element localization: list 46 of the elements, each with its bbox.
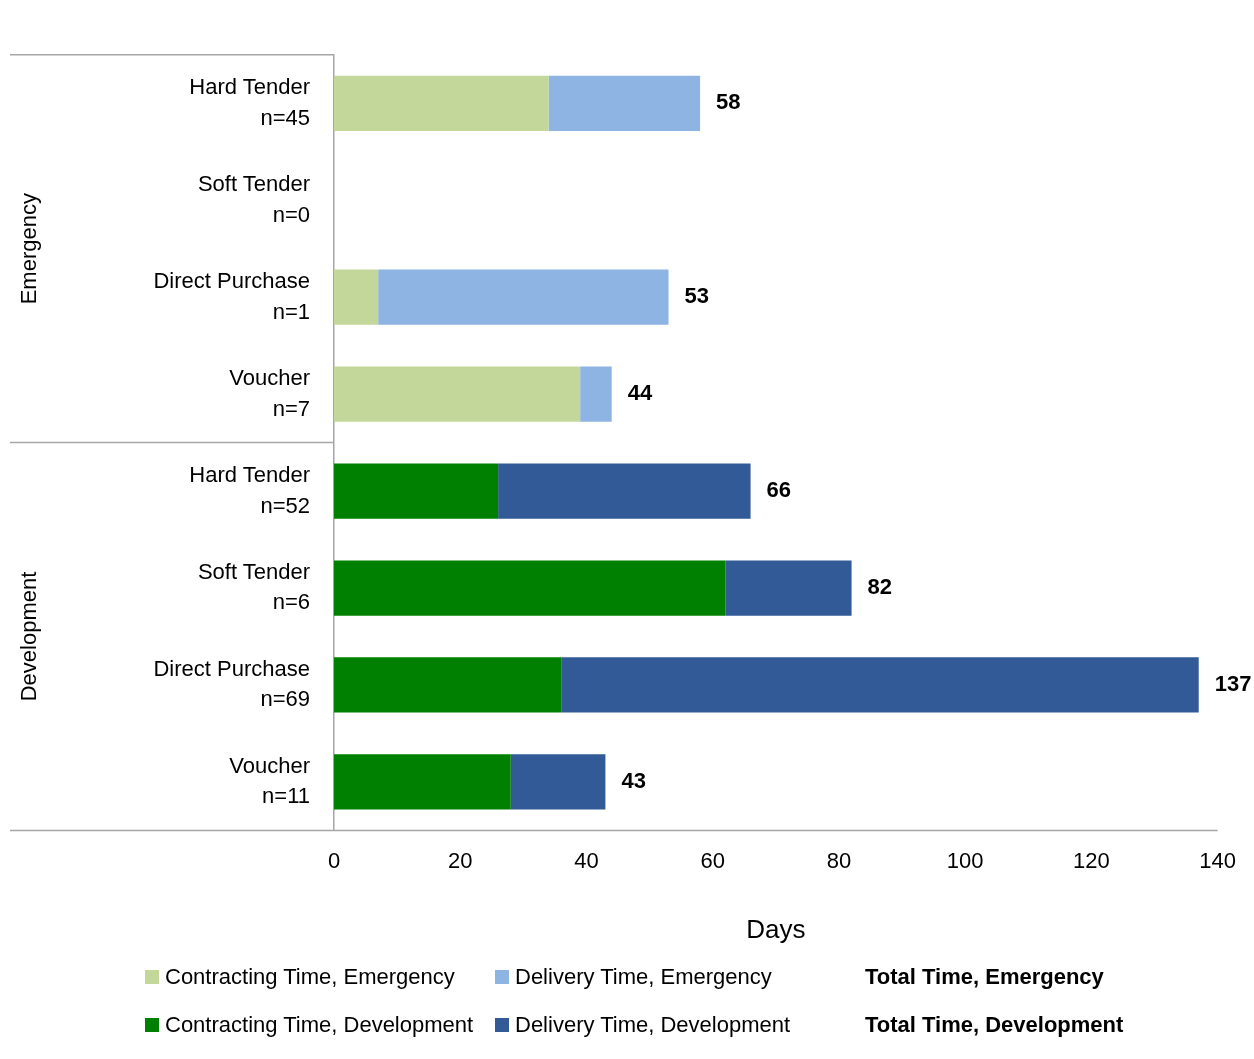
bar bbox=[334, 754, 511, 810]
bar bbox=[334, 657, 562, 713]
y-tick-label: Soft Tender n=0 bbox=[197, 170, 310, 227]
text: Total Time, Emergency bbox=[865, 964, 1105, 990]
total-label: 44 bbox=[627, 380, 653, 406]
y-tick-label: Soft Tender n=6 bbox=[197, 558, 310, 615]
x-tick-label: 100 bbox=[946, 847, 984, 873]
x-tick-label: 60 bbox=[700, 847, 725, 873]
text: Emergency bbox=[16, 193, 42, 305]
bar bbox=[580, 366, 612, 422]
legend-label: Contracting Time, Emergency bbox=[165, 964, 455, 990]
bar bbox=[378, 269, 669, 325]
total-label: 58 bbox=[716, 89, 741, 115]
x-tick-label: 20 bbox=[447, 847, 473, 873]
total-label: 53 bbox=[684, 283, 710, 309]
x-axis-title: Days bbox=[746, 913, 806, 944]
bar bbox=[334, 366, 581, 422]
bar bbox=[334, 463, 499, 519]
x-tick-label: 80 bbox=[826, 847, 852, 873]
legend-label: Delivery Time, Emergency bbox=[515, 964, 772, 990]
bar bbox=[334, 560, 726, 616]
bar bbox=[561, 657, 1199, 713]
x-tick-label: 0 bbox=[327, 847, 341, 873]
y-tick-label: Voucher n=7 bbox=[229, 364, 310, 421]
y-tick-label: Direct Purchase n=1 bbox=[153, 267, 310, 324]
bar bbox=[725, 560, 852, 616]
x-tick-label: 40 bbox=[574, 847, 599, 873]
y-tick-label: Voucher n=11 bbox=[229, 752, 310, 809]
x-tick-label: 120 bbox=[1073, 847, 1110, 873]
y-tick-label: Direct Purchase n=69 bbox=[153, 655, 310, 712]
total-label: 137 bbox=[1214, 671, 1252, 697]
text: Total Time, Development bbox=[865, 1012, 1125, 1038]
bar bbox=[510, 754, 606, 810]
y-tick-label: Hard Tender n=52 bbox=[189, 461, 310, 518]
total-label: 43 bbox=[621, 767, 646, 793]
total-label: 66 bbox=[766, 477, 792, 503]
y-tick-label: Hard Tender n=45 bbox=[189, 73, 310, 130]
text: Development bbox=[16, 571, 42, 702]
bar bbox=[334, 269, 379, 325]
legend-label: Contracting Time, Development bbox=[165, 1012, 474, 1038]
x-tick-label: 140 bbox=[1199, 847, 1237, 873]
bar bbox=[548, 75, 701, 131]
bar bbox=[334, 75, 549, 131]
total-label: 82 bbox=[867, 574, 893, 600]
legend-label: Delivery Time, Development bbox=[515, 1012, 791, 1038]
bar bbox=[498, 463, 751, 519]
